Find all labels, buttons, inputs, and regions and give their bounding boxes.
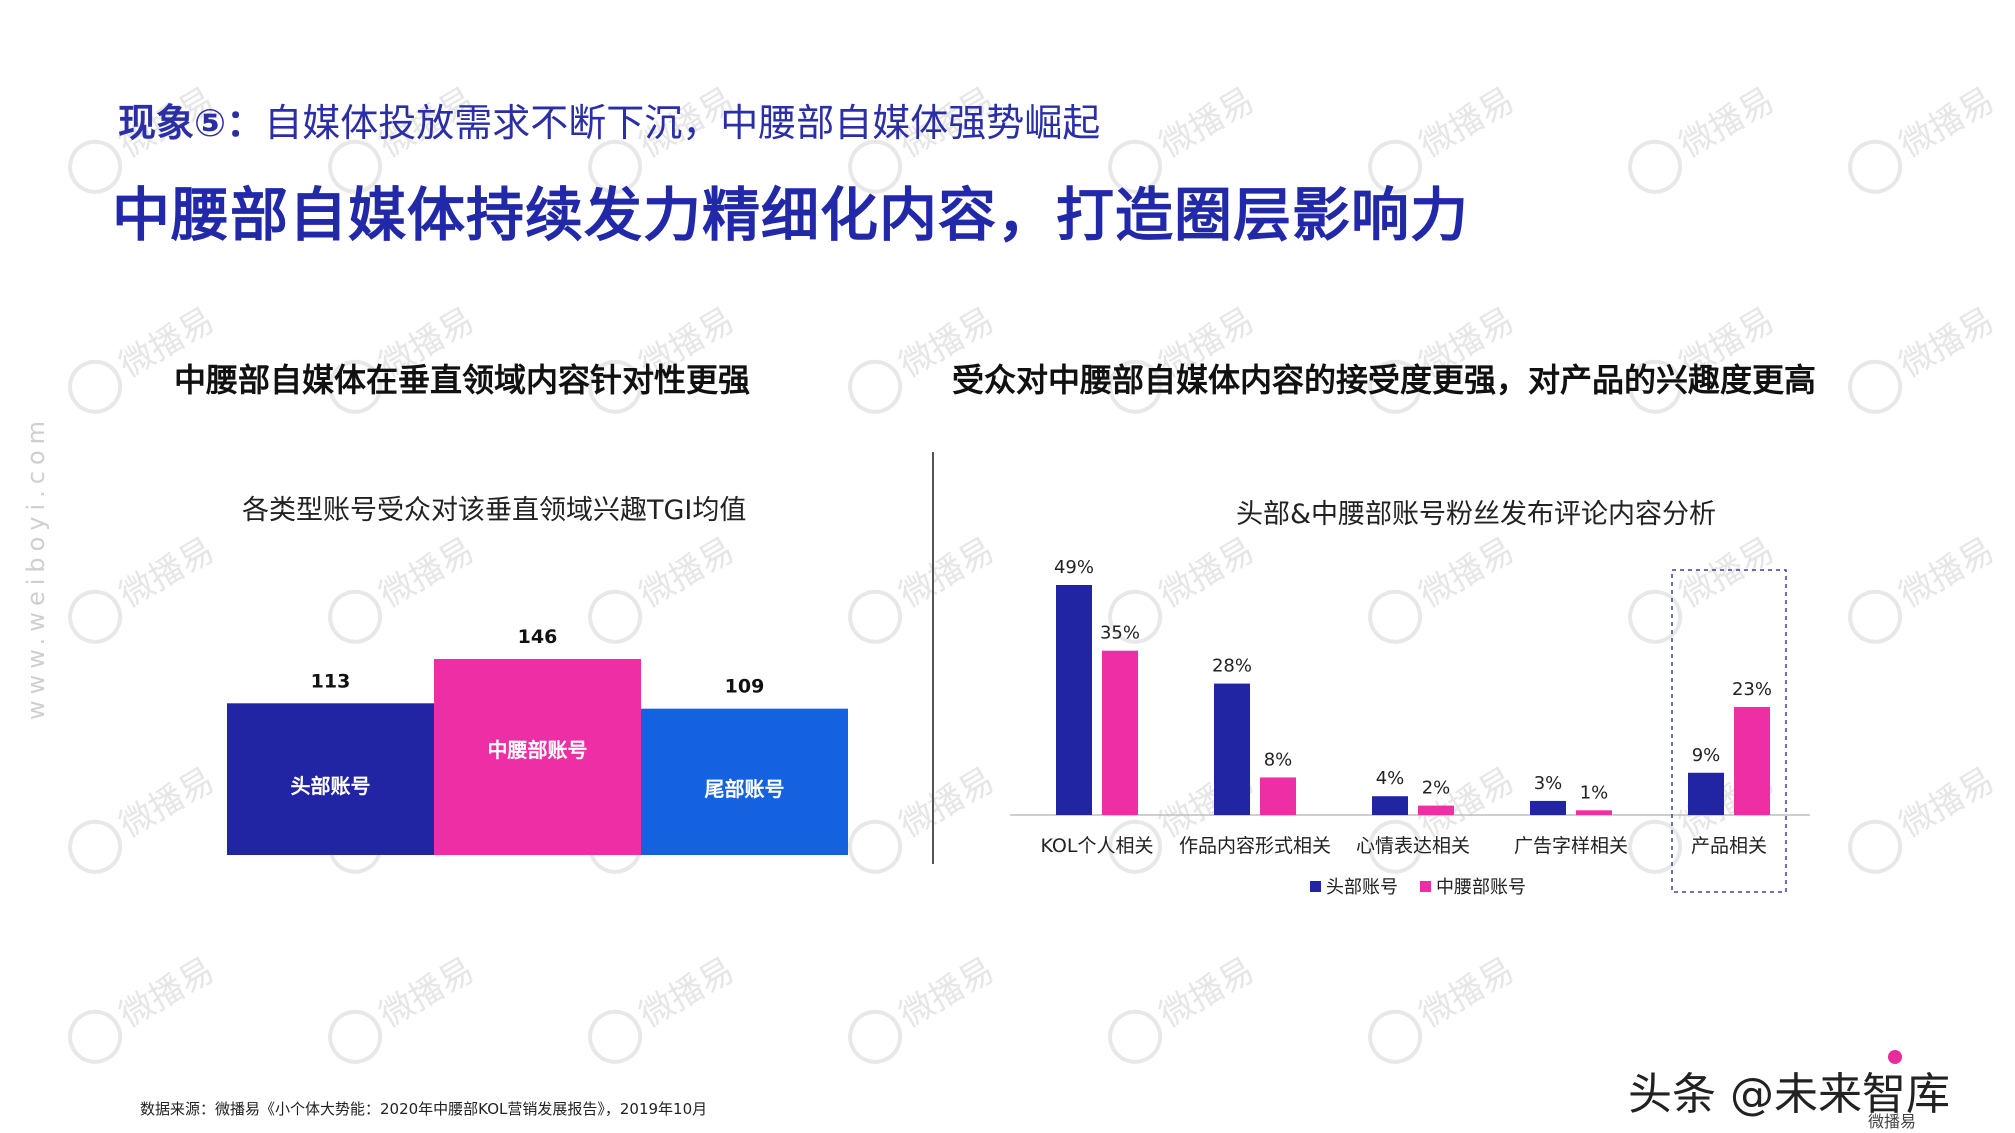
right-section-title: 受众对中腰部自媒体内容的接受度更强，对产品的兴趣度更高 <box>952 361 1817 399</box>
x-tick-label: 作品内容形式相关 <box>1179 835 1331 857</box>
left-section-title: 中腰部自媒体在垂直领域内容针对性更强 <box>174 361 751 399</box>
watermark: 微播易 <box>317 943 486 1074</box>
brand-watermark: 头条 @未来智库 <box>1628 1069 1950 1120</box>
data-label: 3% <box>1534 773 1563 794</box>
x-tick-label: 产品相关 <box>1691 835 1767 857</box>
bar-value-label: 109 <box>725 676 765 698</box>
bar-1 <box>227 703 434 855</box>
watermark: 微播易 <box>577 943 746 1074</box>
highlight-box <box>1671 569 1787 893</box>
phenomenon-line: 现象⑤：自媒体投放需求不断下沉，中腰部自媒体强势崛起 <box>118 92 1100 147</box>
data-label: 35% <box>1100 623 1140 644</box>
left-chart: 113 头部账号 146 中腰部账号 109 尾部账号 <box>227 626 848 855</box>
x-tick-label: 心情表达相关 <box>1356 835 1470 857</box>
right-chart-title: 头部&中腰部账号粉丝发布评论内容分析 <box>1236 499 1717 530</box>
watermark: 微播易 <box>1357 943 1526 1074</box>
bar-mid-5 <box>1734 707 1770 815</box>
bar-category-label: 中腰部账号 <box>488 738 588 762</box>
data-label: 4% <box>1376 768 1405 789</box>
data-source-note: 数据来源：微播易《小个体大势能：2020年中腰部KOL营销发展报告》，2019年… <box>140 1100 708 1118</box>
watermark: 微播易 <box>1837 523 2006 654</box>
data-label: 1% <box>1580 782 1609 803</box>
bar-category-label: 尾部账号 <box>705 777 785 801</box>
legend-swatch <box>1310 881 1321 892</box>
x-tick-label: 广告字样相关 <box>1514 835 1628 857</box>
left-chart-title: 各类型账号受众对该垂直领域兴趣TGI均值 <box>242 495 747 526</box>
data-label: 9% <box>1692 745 1721 766</box>
data-label: 2% <box>1422 778 1451 799</box>
legend-swatch <box>1420 881 1431 892</box>
legend-label: 头部账号 <box>1326 877 1398 898</box>
brand-dot-icon <box>1888 1050 1902 1064</box>
right-chart: 49% 35% KOL个人相关 28% 8% 作品内容形式相关 4% 2% 心情表达相关 3% 1%… <box>1010 557 1810 898</box>
data-label: 8% <box>1264 749 1293 770</box>
data-label: 49% <box>1054 557 1094 578</box>
page-title: 中腰部自媒体持续发力精细化内容，打造圈层影响力 <box>112 181 1470 249</box>
legend-label: 中腰部账号 <box>1436 877 1526 898</box>
bar-head-4 <box>1530 800 1566 815</box>
bar-value-label: 113 <box>311 670 351 692</box>
phenomenon-text: 自媒体投放需求不断下沉，中腰部自媒体强势崛起 <box>264 101 1101 145</box>
phenomenon-label: 现象⑤： <box>118 101 265 145</box>
x-tick-label: KOL个人相关 <box>1041 835 1154 857</box>
section-divider <box>932 452 934 864</box>
watermark: 微播易 <box>1837 73 2006 204</box>
watermark: 微播易 <box>837 943 1006 1074</box>
bar-head-5 <box>1688 772 1724 815</box>
bar-value-label: 146 <box>518 626 558 648</box>
bar-mid-4 <box>1576 810 1612 815</box>
watermark: 微播易 <box>1617 73 1786 204</box>
bar-head-2 <box>1214 683 1250 815</box>
bar-3 <box>641 708 848 855</box>
watermark: 微播易 <box>1837 753 2006 884</box>
data-label: 28% <box>1212 656 1252 677</box>
data-label: 23% <box>1732 679 1772 700</box>
bar-head-3 <box>1372 796 1408 815</box>
bar-mid-2 <box>1260 777 1296 815</box>
bar-head-1 <box>1056 585 1092 815</box>
brand-sub-label: 微播易 <box>1868 1112 1917 1131</box>
side-url-watermark: www.weiboyi.com <box>22 414 50 720</box>
bar-mid-1 <box>1102 650 1138 815</box>
watermark: 微播易 <box>57 943 226 1074</box>
watermark: 微播易 <box>1097 943 1266 1074</box>
bar-category-label: 头部账号 <box>291 774 371 798</box>
bar-mid-3 <box>1418 805 1454 815</box>
watermark: 微播易 <box>1837 293 2006 424</box>
bar-2 <box>434 659 641 855</box>
